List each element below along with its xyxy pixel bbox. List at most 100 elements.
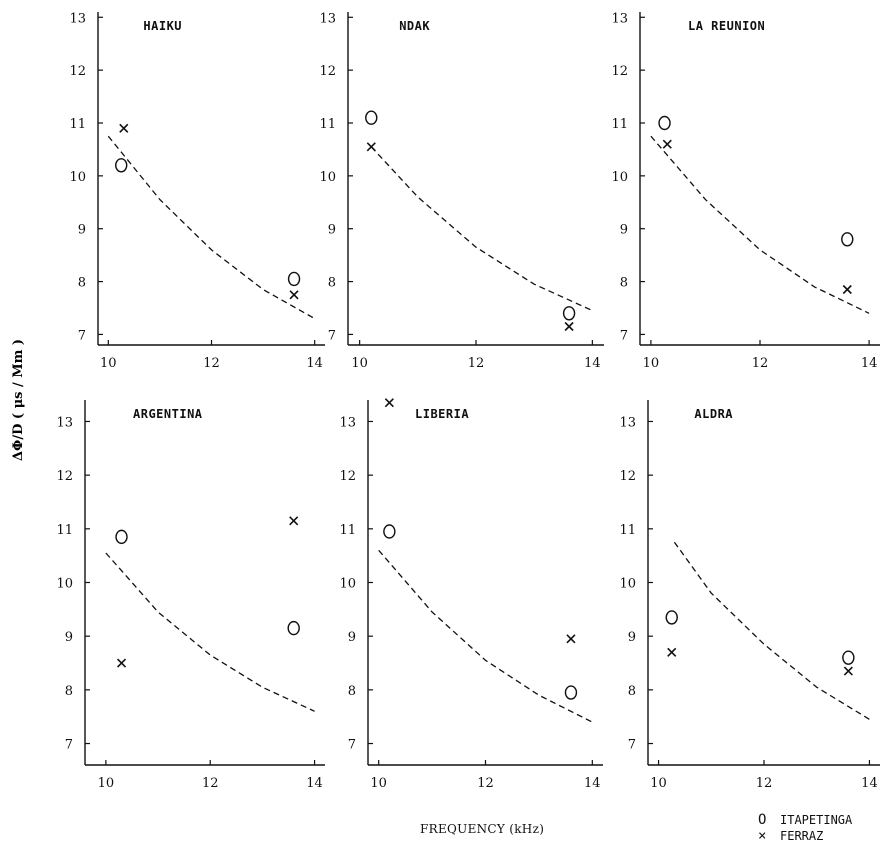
panel-la-reunion: 7 8 9 10 11 12 13 10 12 14 LA REUNION bbox=[611, 11, 880, 371]
itapetinga-point bbox=[287, 271, 301, 287]
legend-label: FERRAZ bbox=[780, 829, 824, 843]
panel-title: NDAK bbox=[399, 19, 430, 33]
y-tick-label: 12 bbox=[56, 469, 73, 484]
dashed-reference-curve bbox=[105, 552, 315, 712]
x-tick-label: 14 bbox=[584, 356, 601, 371]
ferraz-point bbox=[119, 123, 129, 133]
y-tick-label: 10 bbox=[611, 170, 628, 185]
dashed-reference-curve bbox=[107, 135, 316, 320]
panel-haiku: 7 8 9 10 11 12 13 10 12 14 HAIKU bbox=[69, 11, 325, 371]
y-tick-label: 13 bbox=[319, 11, 336, 26]
itapetinga-point bbox=[842, 650, 855, 665]
legend-item-ferraz: × FERRAZ bbox=[758, 828, 852, 844]
ferraz-point bbox=[289, 290, 299, 300]
ferraz-point bbox=[566, 634, 576, 644]
y-tick-label: 10 bbox=[619, 577, 636, 592]
y-tick-label: 9 bbox=[348, 630, 356, 645]
x-tick-label: 12 bbox=[468, 356, 485, 371]
y-tick-label: 11 bbox=[319, 117, 336, 132]
panel-liberia: 7 8 9 10 11 12 13 10 12 14 LIBERIA bbox=[339, 398, 603, 791]
y-tick-label: 8 bbox=[328, 276, 336, 291]
y-tick-label: 12 bbox=[319, 64, 336, 79]
ferraz-point bbox=[116, 658, 127, 668]
x-tick-label: 12 bbox=[756, 776, 773, 791]
x-tick-label: 14 bbox=[584, 776, 601, 791]
x-tick-label: 14 bbox=[861, 356, 878, 371]
y-axis-label-container: ΔΦ/D ( μs / Mm ) bbox=[4, 280, 32, 520]
itapetinga-point bbox=[287, 620, 300, 636]
x-tick-label: 12 bbox=[752, 356, 769, 371]
itapetinga-point bbox=[841, 232, 854, 247]
y-tick-label: 8 bbox=[628, 684, 636, 699]
ferraz-point bbox=[843, 666, 853, 676]
dashed-reference-curve bbox=[673, 541, 870, 720]
y-tick-label: 10 bbox=[69, 170, 86, 185]
y-tick-label: 13 bbox=[611, 11, 628, 26]
x-tick-label: 10 bbox=[650, 776, 667, 791]
y-tick-label: 7 bbox=[628, 738, 636, 753]
panel-title: HAIKU bbox=[143, 19, 182, 33]
y-tick-label: 12 bbox=[619, 469, 636, 484]
y-tick-label: 12 bbox=[69, 64, 86, 79]
y-tick-label: 11 bbox=[69, 117, 86, 132]
legend-label: ITAPETINGA bbox=[780, 813, 853, 827]
itapetinga-point bbox=[658, 115, 671, 131]
itapetinga-point bbox=[365, 110, 378, 125]
y-axis-label: ΔΦ/D ( μs / Mm ) bbox=[11, 339, 26, 461]
x-tick-label: 14 bbox=[861, 776, 878, 791]
y-tick-label: 10 bbox=[319, 170, 336, 185]
y-tick-label: 12 bbox=[611, 64, 628, 79]
legend: O ITAPETINGA × FERRAZ bbox=[758, 812, 852, 844]
itapetinga-point bbox=[564, 685, 578, 700]
y-tick-label: 7 bbox=[620, 328, 628, 343]
y-tick-label: 11 bbox=[619, 523, 636, 538]
panel-title: LA REUNION bbox=[688, 19, 765, 33]
circle-marker-icon: O bbox=[758, 812, 767, 828]
y-tick-label: 13 bbox=[339, 415, 356, 430]
x-tick-label: 10 bbox=[351, 356, 368, 371]
x-tick-label: 12 bbox=[202, 776, 219, 791]
panel-title: ARGENTINA bbox=[133, 407, 203, 421]
y-tick-label: 9 bbox=[65, 630, 73, 645]
y-tick-label: 7 bbox=[348, 738, 356, 753]
legend-item-itapetinga: O ITAPETINGA bbox=[758, 812, 852, 828]
y-tick-label: 8 bbox=[348, 684, 356, 699]
y-tick-label: 8 bbox=[620, 276, 628, 291]
y-tick-label: 11 bbox=[611, 117, 628, 132]
y-tick-label: 7 bbox=[65, 738, 73, 753]
y-tick-label: 13 bbox=[69, 11, 86, 26]
x-tick-label: 10 bbox=[100, 356, 117, 371]
y-tick-label: 13 bbox=[619, 415, 636, 430]
y-tick-label: 7 bbox=[78, 328, 86, 343]
panel-argentina: 7 8 9 10 11 12 13 10 12 14 ARGENTINA bbox=[56, 400, 325, 791]
itapetinga-point bbox=[383, 524, 396, 539]
dashed-reference-curve bbox=[650, 135, 870, 314]
y-tick-label: 7 bbox=[328, 328, 336, 343]
ferraz-point bbox=[289, 516, 299, 526]
x-tick-label: 10 bbox=[370, 776, 387, 791]
itapetinga-point bbox=[115, 529, 128, 545]
ferraz-point bbox=[842, 284, 852, 295]
y-tick-label: 9 bbox=[78, 223, 86, 238]
y-tick-label: 11 bbox=[339, 523, 356, 538]
y-tick-label: 10 bbox=[56, 577, 73, 592]
y-tick-label: 13 bbox=[56, 415, 73, 430]
ferraz-point bbox=[667, 647, 677, 657]
x-tick-label: 12 bbox=[203, 356, 220, 371]
panel-title: ALDRA bbox=[694, 407, 733, 421]
itapetinga-point bbox=[115, 158, 128, 173]
x-tick-label: 14 bbox=[306, 356, 323, 371]
ferraz-point bbox=[366, 142, 376, 152]
y-tick-label: 10 bbox=[339, 577, 356, 592]
y-tick-label: 8 bbox=[65, 684, 73, 699]
dashed-reference-curve bbox=[370, 146, 593, 312]
y-tick-label: 12 bbox=[339, 469, 356, 484]
x-tick-label: 12 bbox=[477, 776, 494, 791]
cross-marker-icon: × bbox=[758, 828, 767, 844]
ferraz-point bbox=[384, 398, 394, 408]
y-tick-label: 9 bbox=[328, 223, 336, 238]
y-tick-label: 9 bbox=[620, 223, 628, 238]
x-axis-label: FREQUENCY (kHz) bbox=[420, 822, 545, 836]
y-tick-label: 9 bbox=[628, 630, 636, 645]
